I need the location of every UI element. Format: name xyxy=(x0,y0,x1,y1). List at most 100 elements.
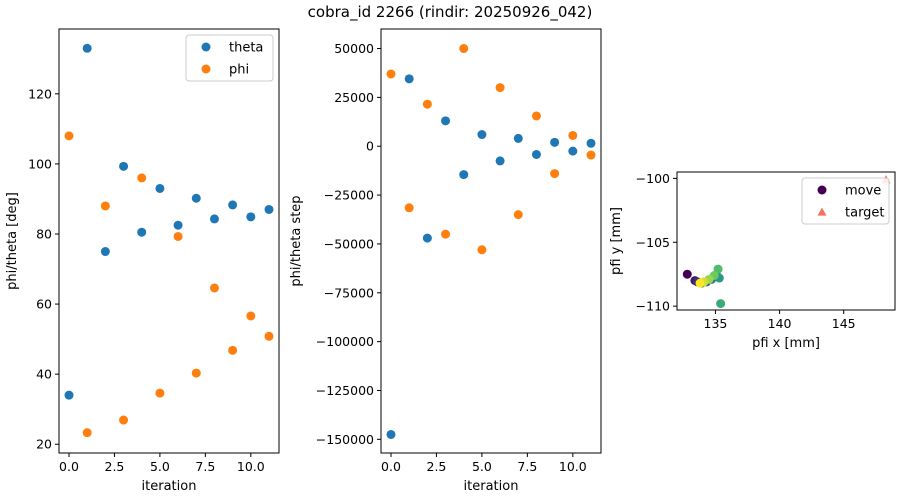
point-theta xyxy=(422,233,432,243)
legend-marker-move xyxy=(817,185,827,195)
point-theta xyxy=(246,212,256,222)
y-tick-label: −125000 xyxy=(316,383,374,398)
x-tick-label: 5.0 xyxy=(150,459,170,474)
chart-angles: 0.0 2.5 5.0 7.5 10.0 20 40 60 80 100 120 iteration p… xyxy=(5,28,280,494)
point-move xyxy=(682,269,692,279)
y-tick-label: 0 xyxy=(366,139,374,154)
point-phi xyxy=(209,283,219,293)
y-tick-label: 120 xyxy=(28,86,52,101)
point-move xyxy=(716,299,726,309)
chart-steps: 0.0 2.5 5.0 7.5 10.0 −150000 −125000 −100000 −75… xyxy=(289,28,602,494)
point-theta xyxy=(550,137,560,147)
legend-label-theta: theta xyxy=(229,41,263,56)
point-theta xyxy=(386,429,396,439)
point-move xyxy=(695,278,705,288)
y-tick-label: −50000 xyxy=(324,236,374,251)
point-phi xyxy=(459,44,469,54)
x-tick-label: 135 xyxy=(704,316,728,331)
legend-marker-target xyxy=(817,207,827,216)
point-phi xyxy=(228,345,238,355)
point-phi xyxy=(137,173,147,183)
point-phi xyxy=(531,111,541,121)
y-tick-label: −100000 xyxy=(316,334,374,349)
x-axis-label: iteration xyxy=(142,479,197,494)
x-tick-label: 2.5 xyxy=(105,459,125,474)
x-tick-label: 7.5 xyxy=(195,459,215,474)
y-tick-label: 100 xyxy=(28,156,52,171)
point-theta xyxy=(495,156,505,166)
point-phi xyxy=(173,231,183,241)
point-theta xyxy=(191,193,201,203)
point-phi xyxy=(568,130,578,140)
y-tick-label: 50000 xyxy=(334,41,374,56)
x-tick-label: 7.5 xyxy=(517,459,537,474)
y-tick-label: 25000 xyxy=(334,90,374,105)
point-phi xyxy=(386,69,396,79)
point-theta xyxy=(173,220,183,230)
x-tick-label: 145 xyxy=(832,316,856,331)
y-axis-label: pfi y [mm] xyxy=(609,207,624,275)
x-axis-label: iteration xyxy=(464,479,519,494)
y-tick-label: 40 xyxy=(36,367,52,382)
y-tick-label: −105 xyxy=(636,235,670,250)
x-tick-label: 2.5 xyxy=(427,459,447,474)
figure-title: cobra_id 2266 (rindir: 20250926_042) xyxy=(308,3,593,22)
point-phi xyxy=(155,388,165,398)
y-tick-label: −150000 xyxy=(316,432,374,447)
point-theta xyxy=(513,133,523,143)
point-phi xyxy=(191,368,201,378)
point-theta xyxy=(404,74,414,84)
point-theta xyxy=(209,214,219,224)
y-tick-label: −75000 xyxy=(324,285,374,300)
point-theta xyxy=(459,170,469,180)
chart-positions: 135 140 145 −110 −105 −100 pfi x [mm] pfi y [mm… xyxy=(609,171,896,351)
legend-label-phi: phi xyxy=(229,63,249,78)
x-tick-label: 140 xyxy=(768,316,792,331)
x-tick-label: 0.0 xyxy=(381,459,401,474)
x-tick-label: 5.0 xyxy=(472,459,492,474)
point-theta xyxy=(119,161,129,171)
plot-frame xyxy=(676,171,896,311)
point-phi xyxy=(100,201,110,211)
point-phi xyxy=(119,415,129,425)
y-axis-label: phi/theta step xyxy=(289,195,304,286)
x-tick-label: 0.0 xyxy=(59,459,79,474)
point-phi xyxy=(586,150,596,160)
legend: theta phi xyxy=(185,34,274,82)
point-theta xyxy=(228,200,238,210)
plot-frame xyxy=(58,28,280,454)
point-theta xyxy=(155,183,165,193)
point-theta xyxy=(64,390,74,400)
point-phi xyxy=(550,169,560,179)
y-tick-label: 80 xyxy=(36,226,52,241)
y-tick-label: 60 xyxy=(36,297,52,312)
y-tick-label: −25000 xyxy=(324,188,374,203)
legend: move target xyxy=(801,177,890,225)
x-axis-label: pfi x [mm] xyxy=(752,336,820,351)
point-phi xyxy=(513,210,523,220)
point-theta xyxy=(82,43,92,53)
point-phi xyxy=(477,245,487,255)
point-theta xyxy=(568,146,578,156)
y-tick-label: −100 xyxy=(636,171,670,186)
y-tick-label: 20 xyxy=(36,437,52,452)
y-axis-label: phi/theta [deg] xyxy=(5,192,20,290)
point-phi xyxy=(495,83,505,93)
x-tick-label: 10.0 xyxy=(559,459,587,474)
point-theta xyxy=(531,149,541,159)
point-theta xyxy=(100,247,110,257)
point-phi xyxy=(404,203,414,213)
point-phi xyxy=(441,229,451,239)
point-theta xyxy=(477,130,487,140)
point-phi xyxy=(246,311,256,321)
x-tick-label: 10.0 xyxy=(237,459,265,474)
legend-marker-theta xyxy=(201,42,211,52)
point-phi xyxy=(264,331,274,341)
point-phi xyxy=(422,99,432,109)
legend-label-move: move xyxy=(845,184,881,199)
point-theta xyxy=(264,204,274,214)
point-theta xyxy=(137,227,147,237)
y-tick-label: −110 xyxy=(636,299,670,314)
point-theta xyxy=(586,138,596,148)
